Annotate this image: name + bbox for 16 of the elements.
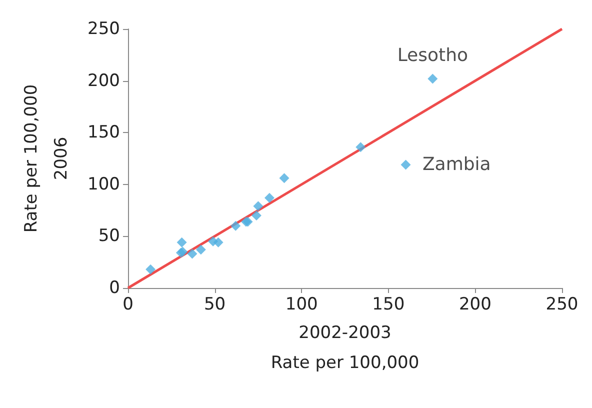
y-tick-label: 100 — [88, 174, 120, 194]
y-tick-label: 0 — [109, 278, 120, 298]
x-tick-label: 150 — [372, 294, 405, 314]
x-tick-label: 50 — [204, 294, 226, 314]
x-tick-label: 200 — [458, 294, 492, 314]
x-tick-label: 100 — [285, 294, 318, 314]
x-axis-title: 2002-2003 Rate per 100,000 — [270, 323, 420, 373]
y-tick-label: 150 — [88, 122, 120, 143]
annotation: Zambia — [422, 154, 491, 176]
y-tick-label: 250 — [88, 19, 120, 39]
y-tick-label: 200 — [88, 70, 120, 91]
x-tick-label: 250 — [546, 294, 578, 314]
x-tick-label: 0 — [122, 294, 134, 314]
y-axis-title: Rate per 100,000 2006 — [22, 84, 72, 233]
y-tick-label: 50 — [98, 226, 120, 246]
annotation: Lesotho — [397, 45, 468, 66]
